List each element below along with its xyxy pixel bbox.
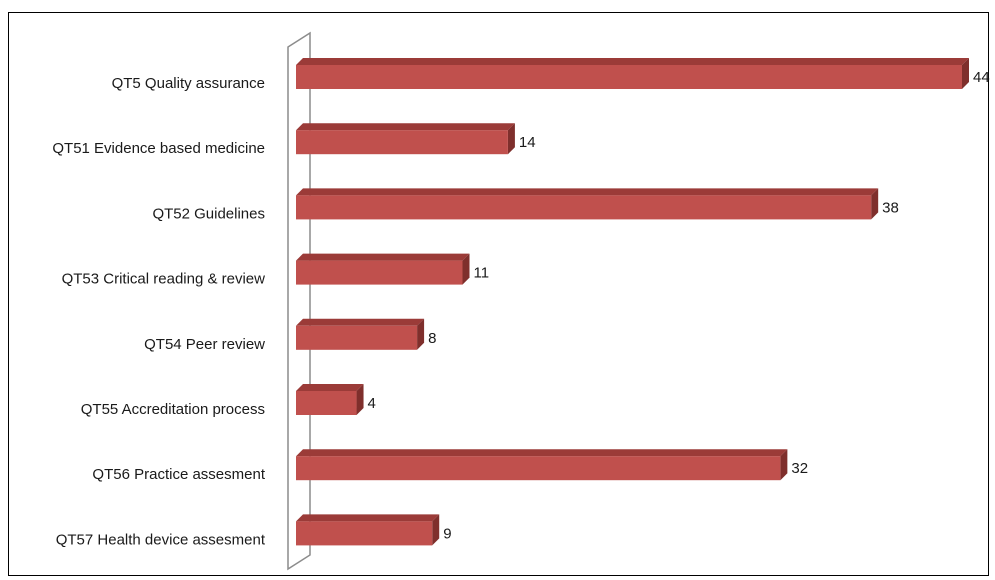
bar-top-face bbox=[296, 254, 470, 261]
data-label: 44 bbox=[973, 69, 990, 86]
bar-top-face bbox=[296, 123, 515, 130]
bar bbox=[296, 188, 878, 219]
bar-front-face bbox=[296, 456, 780, 480]
data-label: 8 bbox=[428, 330, 436, 347]
category-label: QT56 Practice assesment bbox=[92, 466, 265, 483]
bar bbox=[296, 58, 969, 89]
category-label: QT55 Accreditation process bbox=[81, 401, 265, 418]
data-label: 4 bbox=[368, 395, 376, 412]
category-label: QT52 Guidelines bbox=[152, 205, 265, 222]
bar-front-face bbox=[296, 261, 463, 285]
bar-front-face bbox=[296, 130, 508, 154]
bar-chart: 44 QT5 Quality assurance 14 QT51 Evidence b… bbox=[9, 13, 990, 577]
bar-front-face bbox=[296, 195, 871, 219]
bar bbox=[296, 514, 439, 545]
data-label: 38 bbox=[882, 199, 899, 216]
category-label: QT51 Evidence based medicine bbox=[52, 140, 265, 157]
bar bbox=[296, 319, 424, 350]
bar-top-face bbox=[296, 449, 787, 456]
bar-top-face bbox=[296, 319, 424, 326]
data-label: 9 bbox=[443, 525, 451, 542]
bar bbox=[296, 449, 787, 480]
axis-wall bbox=[288, 33, 310, 569]
bar-top-face bbox=[296, 58, 969, 65]
bar bbox=[296, 254, 470, 285]
data-label: 32 bbox=[791, 460, 808, 477]
bar-front-face bbox=[296, 521, 432, 545]
data-label: 11 bbox=[474, 265, 490, 282]
bar-top-face bbox=[296, 514, 439, 521]
category-label: QT57 Health device assesment bbox=[56, 531, 266, 548]
category-label: QT5 Quality assurance bbox=[112, 75, 265, 92]
bar-front-face bbox=[296, 65, 962, 89]
bar-top-face bbox=[296, 188, 878, 195]
bar bbox=[296, 123, 515, 154]
data-label: 14 bbox=[519, 134, 536, 151]
bar-front-face bbox=[296, 326, 417, 350]
category-label: QT53 Critical reading & review bbox=[62, 271, 266, 288]
bar bbox=[296, 384, 364, 415]
bar-front-face bbox=[296, 391, 357, 415]
category-label: QT54 Peer review bbox=[144, 336, 265, 353]
bar-top-face bbox=[296, 384, 364, 391]
chart-frame: 44 QT5 Quality assurance 14 QT51 Evidence b… bbox=[8, 12, 989, 576]
